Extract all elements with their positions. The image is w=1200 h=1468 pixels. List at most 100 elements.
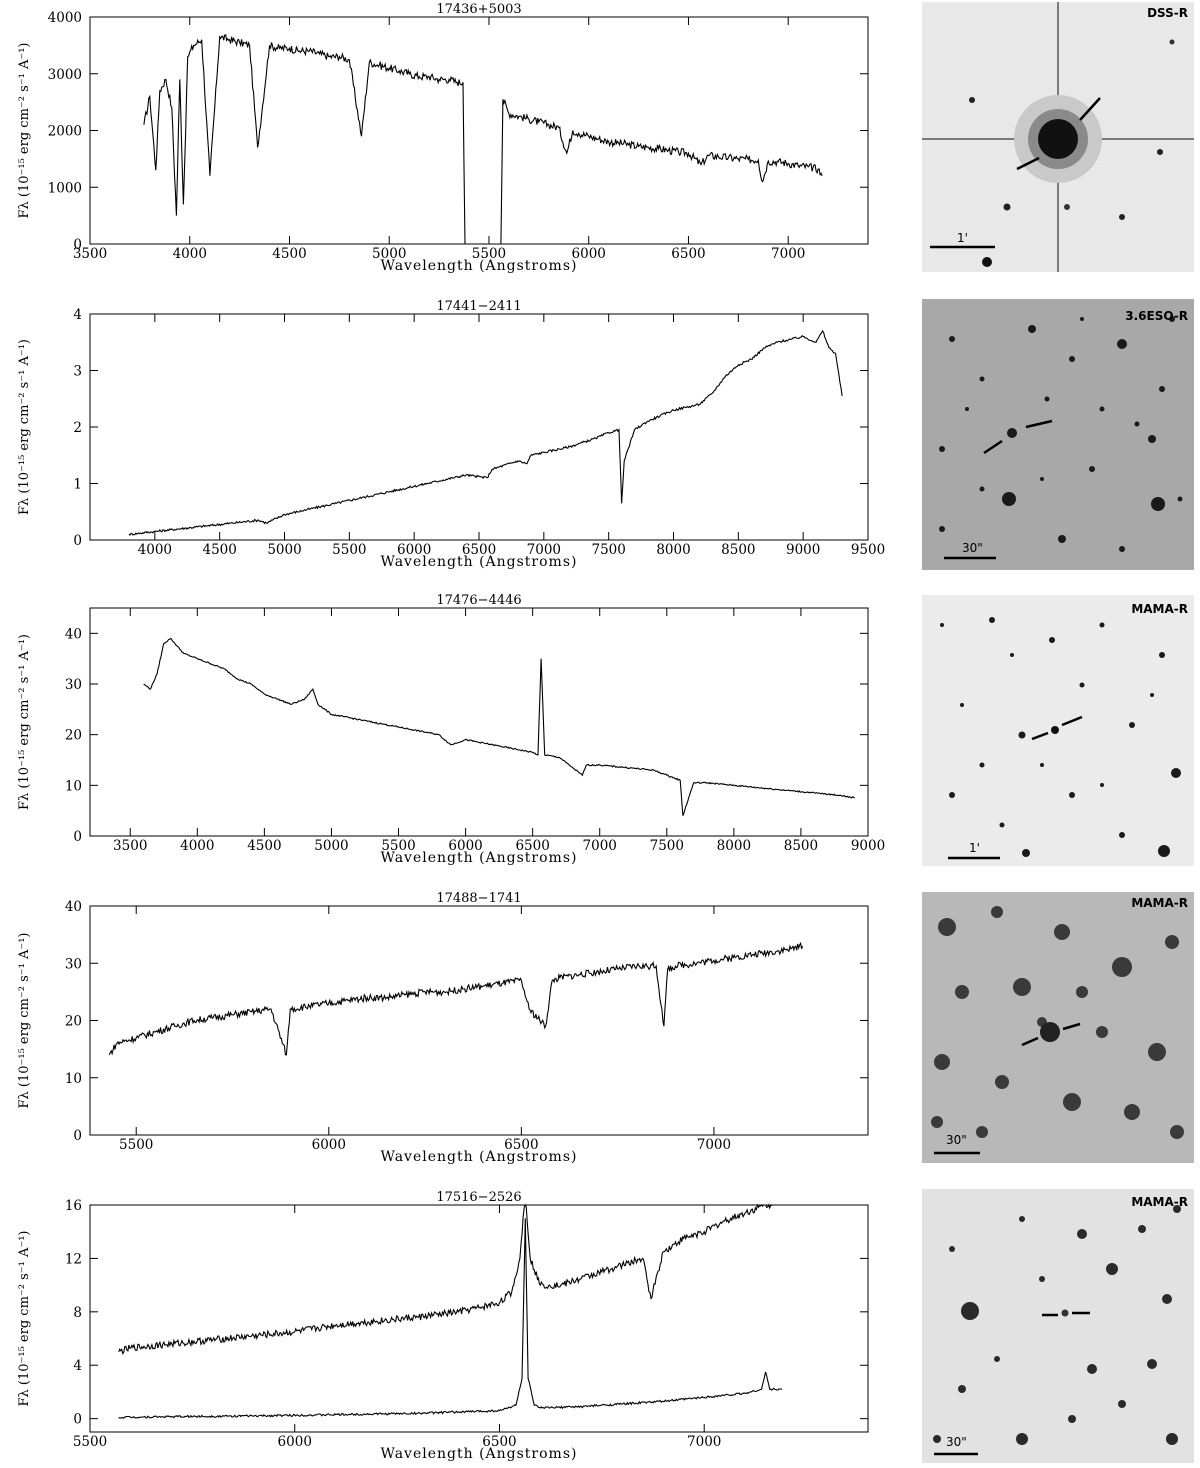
y-tick-label: 0 [73,1128,82,1144]
x-tick-label: 6000 [572,246,606,262]
x-tick-label: 8000 [656,542,690,558]
y-axis-label: Fλ (10⁻¹⁵ erg cm⁻² s⁻¹ A⁻¹) [17,339,32,515]
finder-image-3: MAMA-R 1' [922,595,1194,866]
scale-label-4: 30" [946,1133,967,1147]
chart-title: 17516−2526 [436,1190,521,1205]
x-tick-label: 5000 [267,542,301,558]
spectrum-line-1 [143,637,855,816]
x-tick-label: 8500 [784,838,818,854]
spectrum-panel-3: 17476−4446 3500 4000 4500 5000 5500 6000 6500 70… [0,594,900,879]
chart-title: 17488−1741 [436,891,521,906]
spectrum-panel-5: 17516−2526 5500 6000 6500 7000 0 4 8 12 16 Wavelen… [0,1188,900,1468]
x-tick-label: 7000 [687,1434,721,1450]
x-tick-label: 6000 [312,1137,346,1153]
x-tick-label: 7000 [583,838,617,854]
spectrum-panel-4: 17488−1741 5500 6000 6500 7000 0 10 20 30 40 Wavel… [0,891,900,1176]
x-tick-label: 6500 [482,1434,516,1450]
spectrum-panel-2: 17441−2411 4000 4500 5000 5500 6000 6500 7000 75… [0,297,900,582]
x-axis-label: Wavelength (Angstroms) [381,850,578,866]
x-tick-label: 9500 [851,542,885,558]
spectrum-line-1 [128,329,843,536]
x-tick-label: 6000 [278,1434,312,1450]
spectrum-line-2 [500,98,823,245]
x-tick-label: 5500 [73,1434,107,1450]
x-tick-label: 5500 [119,1137,153,1153]
y-tick-label: 16 [65,1198,82,1214]
x-axis-label: Wavelength (Angstroms) [381,554,578,570]
spectrum-chart-2: 17441−2411 4000 4500 5000 5500 6000 6500 7000 75… [17,299,885,570]
y-tick-label: 4 [73,307,82,323]
finder-chart-4: MAMA-R 30" [922,892,1194,1163]
spectrum-chart-4: 17488−1741 5500 6000 6500 7000 0 10 20 30 40 Wavel… [17,891,869,1165]
y-tick-label: 1 [73,477,82,493]
y-tick-label: 2000 [48,124,82,140]
y-tick-label: 40 [65,899,82,915]
spectrum-line-1 [143,34,466,245]
filter-label-4: MAMA-R [1131,896,1188,910]
x-tick-label: 9000 [851,838,885,854]
scale-label-2: 30" [962,541,983,555]
x-axis-label: Wavelength (Angstroms) [381,258,578,274]
y-tick-label: 3000 [48,67,82,83]
plot-frame [89,313,869,541]
y-axis-label: Fλ (10⁻¹⁵ erg cm⁻² s⁻¹ A⁻¹) [17,1230,32,1406]
plot-frame [89,607,869,837]
finder-chart-5: MAMA-R 30" [922,1189,1194,1463]
x-tick-label: 5500 [472,246,506,262]
x-tick-label: 4000 [180,838,214,854]
x-tick-label: 5500 [381,838,415,854]
scale-label-1: 1' [957,231,968,245]
x-tick-label: 4500 [247,838,281,854]
y-tick-label: 20 [65,728,82,744]
y-tick-label: 20 [65,1014,82,1030]
spectrum-line-1 [108,941,804,1056]
x-tick-label: 5000 [372,246,406,262]
x-axis-label: Wavelength (Angstroms) [381,1149,578,1165]
filter-label-3: MAMA-R [1131,602,1188,616]
filter-label-5: MAMA-R [1131,1195,1188,1209]
y-tick-label: 1000 [48,180,82,196]
x-axis-label: Wavelength (Angstroms) [381,1446,578,1462]
filter-label-2: 3.6ESO-R [1125,309,1188,323]
finder-image-2: 3.6ESO-R 30" [922,299,1194,570]
y-tick-label: 0 [73,829,82,845]
y-tick-label: 40 [65,626,82,642]
chart-title: 17436+5003 [436,2,521,17]
y-tick-label: 8 [73,1305,82,1321]
x-tick-label: 7000 [771,246,805,262]
x-tick-label: 5500 [332,542,366,558]
y-axis-label: Fλ (10⁻¹⁵ erg cm⁻² s⁻¹ A⁻¹) [17,634,32,810]
y-tick-label: 10 [65,1071,82,1087]
spectrum-chart-3: 17476−4446 3500 4000 4500 5000 5500 6000 6500 70… [17,594,885,866]
finder-chart-2: 3.6ESO-R 30" [922,299,1194,570]
y-tick-label: 0 [73,237,82,253]
finder-image-4: MAMA-R 30" [922,892,1194,1163]
y-tick-label: 4 [73,1358,82,1374]
x-tick-label: 7500 [591,542,625,558]
x-tick-label: 6500 [671,246,705,262]
spectrum-chart-1: 17436+5003 3500 4000 4500 5000 5500 6000 6500 70… [17,2,869,274]
y-tick-label: 0 [73,533,82,549]
x-tick-label: 7500 [650,838,684,854]
x-tick-label: 3500 [73,246,107,262]
spectrum-chart-5: 17516−2526 5500 6000 6500 7000 0 4 8 12 16 Wavelen… [17,1190,869,1462]
y-tick-label: 0 [73,1412,82,1428]
x-tick-label: 6000 [397,542,431,558]
x-tick-label: 4500 [202,542,236,558]
finder-chart-1: DSS-R 1' [922,2,1194,272]
y-tick-label: 10 [65,778,82,794]
x-tick-label: 4000 [138,542,172,558]
x-tick-label: 9000 [786,542,820,558]
y-tick-label: 4000 [48,10,82,26]
y-tick-label: 30 [65,956,82,972]
x-tick-label: 5000 [314,838,348,854]
chart-title: 17476−4446 [436,594,521,608]
spectrum-line-2 [118,1218,783,1419]
y-tick-label: 30 [65,677,82,693]
finder-image-1: DSS-R 1' [922,2,1194,272]
filter-label-1: DSS-R [1147,6,1188,20]
y-axis-label: Fλ (10⁻¹⁵ erg cm⁻² s⁻¹ A⁻¹) [17,932,32,1108]
x-tick-label: 8500 [721,542,755,558]
y-tick-label: 12 [65,1251,82,1267]
finder-chart-3: MAMA-R 1' [922,595,1194,866]
